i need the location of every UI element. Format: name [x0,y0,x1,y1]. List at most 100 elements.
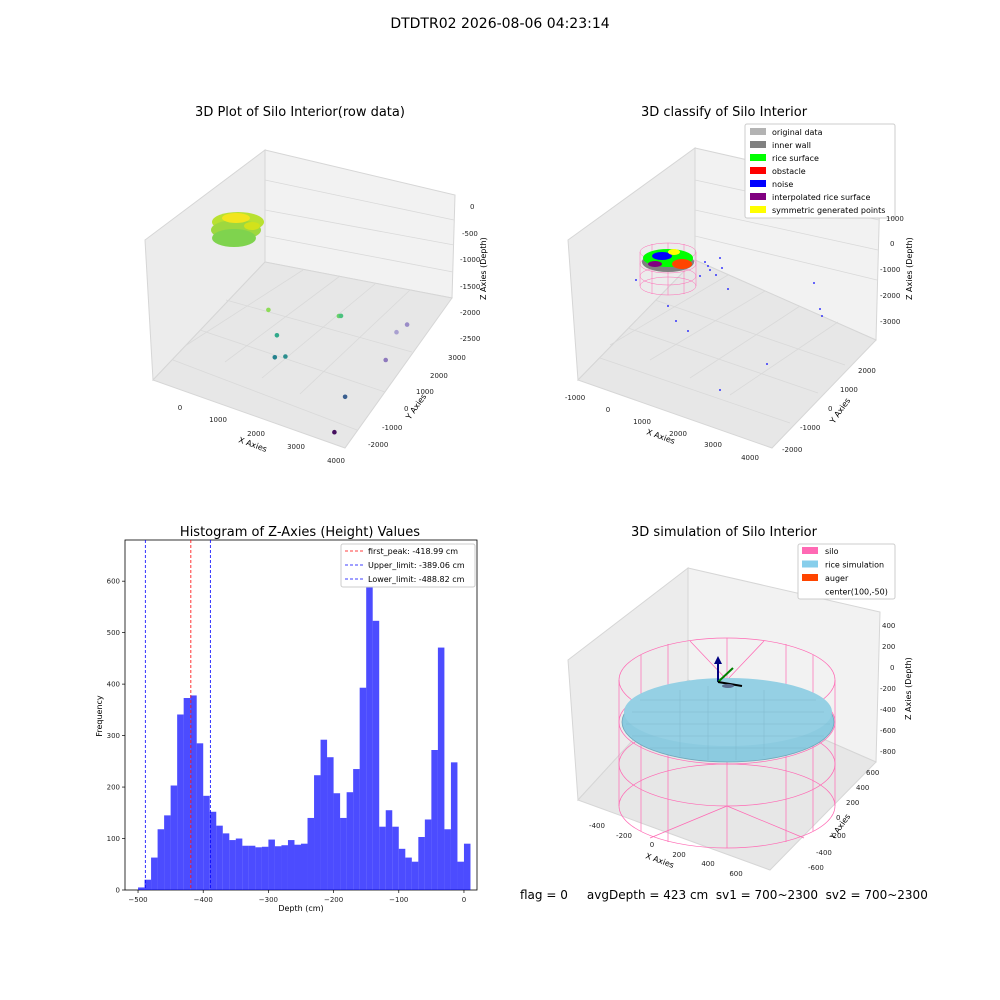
classify-3d-noise-point [821,315,823,317]
simulation-3d-xlabel: X Axies [644,851,675,870]
svg-text:-400: -400 [880,706,896,714]
svg-text:400: 400 [701,860,714,868]
legend-swatch [750,180,766,187]
raw-3d-ring-cluster [211,212,264,247]
legend-swatch [750,154,766,161]
histogram-bar [444,829,451,890]
classify-3d-noise-point [766,363,768,365]
raw-3d-point [404,322,410,327]
status-line: flag = 0 avgDepth = 423 cm sv1 = 700~230… [520,888,928,902]
classify-3d-panel: 3D classify of Silo Interior [565,105,914,462]
svg-text:-1000: -1000 [382,424,402,432]
svg-text:200: 200 [882,643,895,651]
classify-3d-noise-point [704,261,706,263]
histogram-bar [463,843,471,890]
legend-label: auger [825,574,849,583]
svg-text:1000: 1000 [209,416,227,424]
svg-text:0: 0 [828,405,832,413]
svg-text:0: 0 [470,203,474,211]
classify-3d-noise-point [721,267,723,269]
legend-label: rice surface [772,154,819,163]
histogram-bar [385,810,393,890]
histogram-bar [340,817,347,890]
histogram-bar [392,826,399,890]
svg-text:-2500: -2500 [460,335,480,343]
histogram-bar [450,762,458,890]
legend-label: rice simulation [825,561,884,570]
histogram-bar [424,819,432,890]
histogram-bar [203,795,210,890]
histogram-bar [177,714,184,890]
histogram-y-tick-label: 100 [107,835,120,843]
svg-text:-2000: -2000 [880,292,900,300]
histogram-y-tick-label: 600 [107,578,120,586]
raw-3d-tick-labels: 0 1000 2000 3000 4000 -2000 -1000 0 1000… [178,203,481,465]
svg-text:-2000: -2000 [368,441,388,449]
legend-swatch [802,547,818,554]
histogram-ticks: −500 −400 −300 −200 −100 0 0 100 200 300 400 500 600 [107,578,467,904]
svg-text:200: 200 [672,851,685,859]
svg-text:3000: 3000 [704,441,722,449]
legend-label: original data [772,128,823,137]
svg-text:-600: -600 [880,727,896,735]
svg-text:4000: 4000 [327,457,345,465]
histogram-bar [379,826,386,890]
histogram-bar [366,559,373,890]
svg-text:400: 400 [882,622,895,630]
svg-text:2000: 2000 [669,430,687,438]
histogram-bar [457,861,464,890]
histogram-bar [261,846,269,890]
raw-3d-title: 3D Plot of Silo Interior(row data) [195,105,405,120]
histogram-y-tick-label: 500 [107,629,120,637]
svg-text:-1000: -1000 [880,266,900,274]
legend-swatch [802,560,818,568]
raw-3d-panel: 3D Plot of Silo Interior(row data) 0 100… [144,105,488,465]
histogram-panel: Histogram of Z-Axies (Height) Values −50… [95,525,478,913]
svg-text:-200: -200 [830,832,846,840]
legend-label: obstacle [772,167,806,176]
histogram-x-tick-label: −100 [389,896,408,904]
legend-swatch [750,193,766,200]
histogram-y-tick-label: 300 [107,732,120,740]
histogram-bar [307,817,315,890]
histogram-bar [287,840,295,890]
classify-3d-noise-point [667,305,669,307]
classify-3d-gridlines [599,179,880,424]
histogram-y-tick-label: 200 [107,784,120,792]
svg-text:0: 0 [890,664,894,672]
svg-text:0: 0 [836,814,840,822]
raw-3d-points [266,307,410,435]
classify-3d-noise-point [709,269,711,271]
histogram-bar [157,829,165,890]
histogram-bar [418,836,425,890]
histogram-y-tick-label: 400 [107,681,120,689]
histogram-bar [405,857,412,890]
classify-3d-noise-point [699,275,701,277]
histogram-bar [294,844,301,890]
raw-3d-xlabel: X Axies [237,435,268,454]
svg-text:2000: 2000 [430,372,448,380]
histogram-bar [359,687,367,890]
raw-3d-gridlines [172,179,455,431]
svg-text:-600: -600 [808,864,824,872]
histogram-bar [196,743,204,890]
simulation-3d-tick-labels: -400 -200 0 200 400 600 -600 -400 -200 0… [589,622,896,878]
simulation-3d-panel: 3D simulation of Silo Interior [567,525,913,878]
histogram-legend: first_peak: -418.99 cm Upper_limit: -389.… [340,543,476,588]
raw-3d-point [338,313,344,319]
raw-3d-point [383,357,389,363]
classify-3d-noise-point [819,308,821,310]
classify-3d-noise-point [715,274,717,276]
svg-text:1000: 1000 [416,388,434,396]
classify-3d-rice-disk [642,249,694,272]
svg-text:400: 400 [856,784,869,792]
legend-label: center(100,-50) [825,588,888,597]
classify-3d-noise-points [635,257,823,391]
histogram-bar [235,838,243,890]
classify-3d-noise-point [719,389,721,391]
histogram-title: Histogram of Z-Axies (Height) Values [180,525,420,540]
histogram-bar [320,739,328,890]
histogram-bar [255,847,262,890]
svg-text:1000: 1000 [886,215,904,223]
